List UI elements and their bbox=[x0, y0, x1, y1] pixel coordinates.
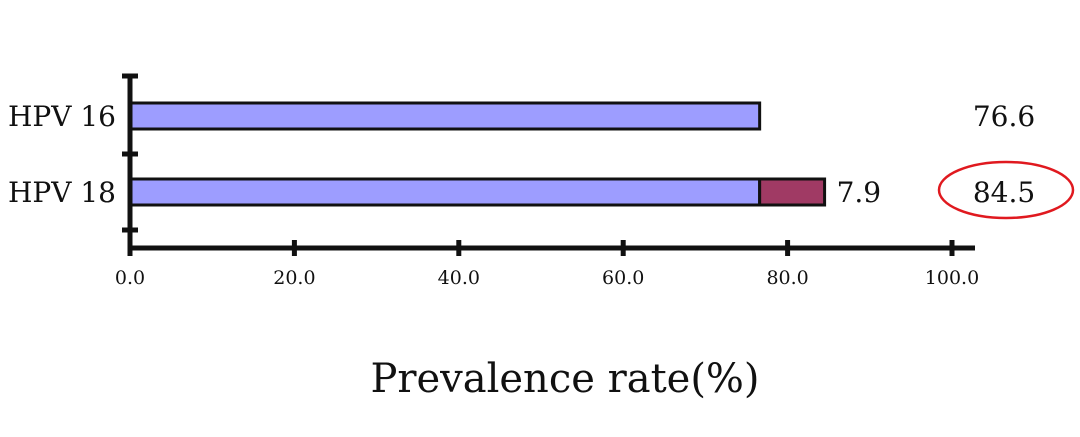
total-value-label-0: 76.6 bbox=[973, 100, 1035, 133]
bar-hpv-18-series-0 bbox=[128, 177, 762, 207]
bar-hpv-16-series-0 bbox=[128, 101, 762, 131]
labels-layer: 0.0 20.0 40.0 60.0 80.0 100.0 HPV 16 HPV 18 7.9 7… bbox=[8, 100, 1075, 402]
axes-layer bbox=[122, 73, 975, 256]
x-tick-label-5: 100.0 bbox=[925, 267, 979, 289]
total-value-label-1: 84.5 bbox=[973, 176, 1035, 209]
x-tick-label-1: 20.0 bbox=[273, 267, 315, 289]
category-label-1: HPV 18 bbox=[8, 176, 116, 209]
bar-hpv-18-series-1 bbox=[758, 177, 827, 207]
x-tick-label-4: 80.0 bbox=[766, 267, 808, 289]
category-label-0: HPV 16 bbox=[8, 100, 116, 133]
x-tick-label-0: 0.0 bbox=[115, 267, 145, 289]
segment-value-label-0: 7.9 bbox=[837, 176, 882, 209]
x-axis-title: Prevalence rate(%) bbox=[370, 356, 759, 402]
x-tick-label-2: 40.0 bbox=[438, 267, 480, 289]
highlight-ellipse bbox=[937, 160, 1075, 220]
x-tick-label-3: 60.0 bbox=[602, 267, 644, 289]
bars-layer bbox=[128, 101, 827, 207]
